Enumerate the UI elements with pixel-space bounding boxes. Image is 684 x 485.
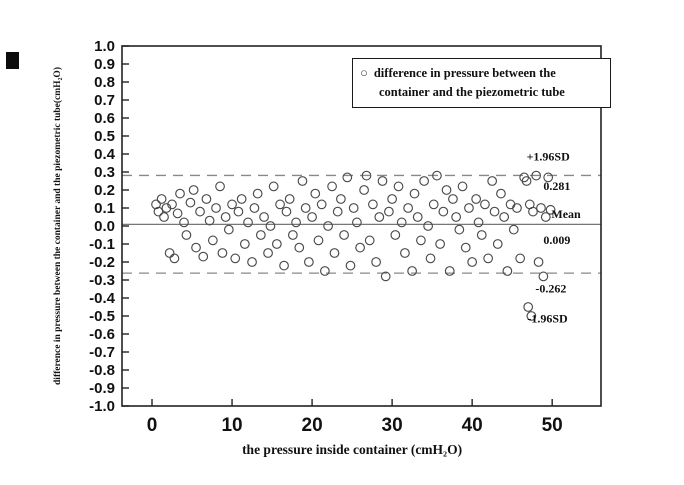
svg-text:0.2: 0.2: [94, 182, 115, 199]
svg-text:-0.4: -0.4: [89, 290, 116, 307]
svg-text:20: 20: [302, 415, 323, 436]
svg-text:0.0: 0.0: [94, 218, 115, 235]
svg-text:-0.7: -0.7: [89, 344, 115, 361]
legend-text-line1: difference in pressure between the: [373, 66, 556, 80]
svg-text:the pressure inside container: the pressure inside container (cmH₂O): [242, 442, 462, 457]
svg-text:0.8: 0.8: [94, 74, 115, 91]
legend-text-line2: container and the piezometric tube: [379, 84, 565, 99]
svg-text:-0.262: -0.262: [535, 281, 566, 295]
scan-artifact-square: [6, 52, 19, 69]
svg-text:-1.0: -1.0: [89, 398, 115, 415]
svg-text:-0.1: -0.1: [89, 236, 115, 253]
svg-text:50: 50: [542, 415, 563, 436]
svg-text:0.9: 0.9: [94, 56, 115, 73]
svg-text:1.0: 1.0: [94, 38, 115, 55]
svg-text:Mean: Mean: [551, 207, 581, 221]
svg-text:-0.9: -0.9: [89, 380, 115, 397]
svg-text:0.009: 0.009: [543, 233, 570, 247]
svg-text:-0.6: -0.6: [89, 326, 115, 343]
svg-text:-0.2: -0.2: [89, 254, 115, 271]
svg-text:difference in pressure betwee: difference in pressure between the conta…: [52, 67, 63, 385]
svg-text:0.281: 0.281: [543, 179, 570, 193]
svg-text:-0.5: -0.5: [89, 308, 115, 325]
legend-box: ○ difference in pressure between the con…: [352, 58, 611, 108]
svg-text:0.4: 0.4: [94, 146, 116, 163]
svg-text:0.1: 0.1: [94, 200, 115, 217]
legend-row: ○ difference in pressure between the: [360, 64, 606, 83]
svg-text:-0.8: -0.8: [89, 362, 115, 379]
svg-text:40: 40: [462, 415, 483, 436]
svg-text:0.7: 0.7: [94, 92, 115, 109]
svg-text:+1.96SD: +1.96SD: [527, 150, 571, 164]
svg-text:30: 30: [382, 415, 403, 436]
svg-text:-1.96SD: -1.96SD: [527, 312, 568, 326]
svg-text:0.6: 0.6: [94, 110, 115, 127]
svg-text:-0.3: -0.3: [89, 272, 115, 289]
svg-text:0.3: 0.3: [94, 164, 115, 181]
open-circle-marker-icon: ○: [360, 64, 368, 80]
svg-text:10: 10: [221, 415, 242, 436]
svg-text:0.5: 0.5: [94, 128, 115, 145]
svg-text:0: 0: [147, 415, 158, 436]
